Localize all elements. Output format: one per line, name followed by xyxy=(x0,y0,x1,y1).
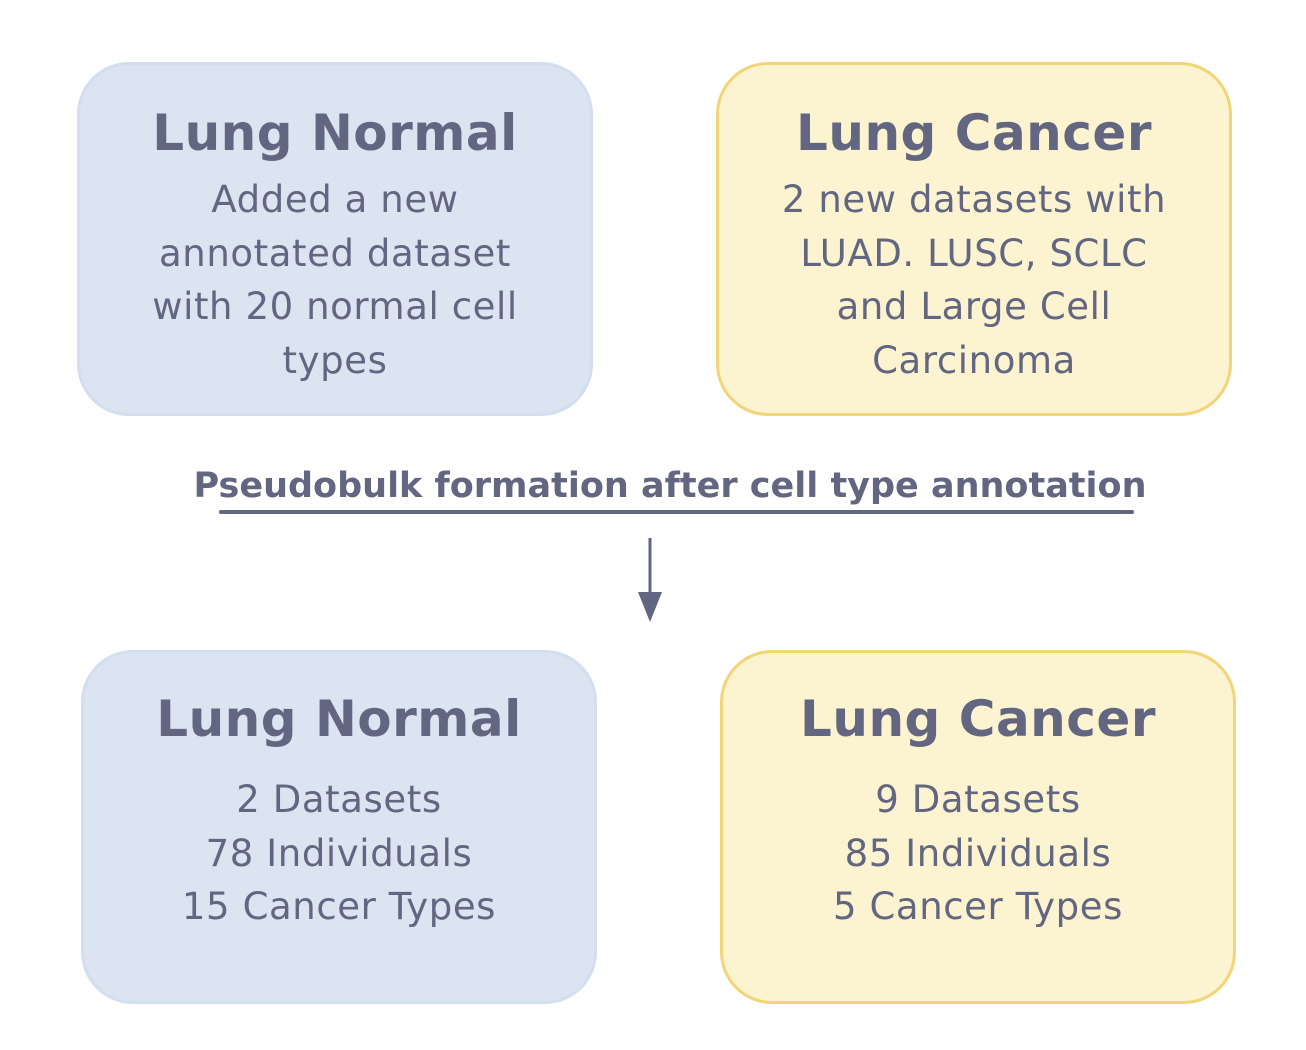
lung-normal-input-line: Added a new xyxy=(211,178,459,221)
process-label: Pseudobulk formation after cell type ann… xyxy=(193,466,1147,506)
lung-cancer-result-stats: 9 Datasets 85 Individuals 5 Cancer Types xyxy=(723,773,1233,934)
process-label-underline xyxy=(219,510,1134,514)
down-arrow-icon xyxy=(638,538,662,622)
lung-normal-input-line: types xyxy=(282,338,388,382)
lung-normal-input-line: with 20 normal cell xyxy=(152,285,518,328)
lung-normal-datasets-count: 2 Datasets xyxy=(236,778,442,821)
lung-normal-input-line: annotated dataset xyxy=(159,231,511,275)
lung-normal-input-box: Lung Normal Added a new annotated datase… xyxy=(77,62,593,416)
lung-cancer-input-description: 2 new datasets with LUAD. LUSC, SCLC and… xyxy=(719,173,1229,387)
lung-cancer-input-title: Lung Cancer xyxy=(796,104,1152,162)
lung-cancer-input-box: Lung Cancer 2 new datasets with LUAD. LU… xyxy=(716,62,1232,416)
lung-normal-cancer-types-count: 15 Cancer Types xyxy=(181,885,497,928)
lung-cancer-cancer-types-count: 5 Cancer Types xyxy=(832,885,1123,928)
lung-cancer-input-line: LUAD. LUSC, SCLC xyxy=(800,231,1148,275)
lung-normal-input-description: Added a new annotated dataset with 20 no… xyxy=(80,173,590,387)
lung-cancer-input-line: and Large Cell xyxy=(836,285,1112,328)
lung-normal-result-box: Lung Normal 2 Datasets 78 Individuals 15… xyxy=(81,650,597,1004)
lung-cancer-result-title: Lung Cancer xyxy=(800,690,1156,748)
lung-normal-result-title: Lung Normal xyxy=(156,690,522,748)
lung-normal-result-stats: 2 Datasets 78 Individuals 15 Cancer Type… xyxy=(84,773,594,934)
lung-cancer-result-box: Lung Cancer 9 Datasets 85 Individuals 5 … xyxy=(720,650,1236,1004)
lung-cancer-input-line: 2 new datasets with xyxy=(781,178,1167,221)
lung-cancer-datasets-count: 9 Datasets xyxy=(875,778,1081,821)
lung-cancer-individuals-count: 85 Individuals xyxy=(844,831,1112,875)
lung-normal-input-title: Lung Normal xyxy=(152,104,518,162)
lung-normal-individuals-count: 78 Individuals xyxy=(205,831,473,875)
lung-cancer-input-line: Carcinoma xyxy=(872,338,1076,382)
